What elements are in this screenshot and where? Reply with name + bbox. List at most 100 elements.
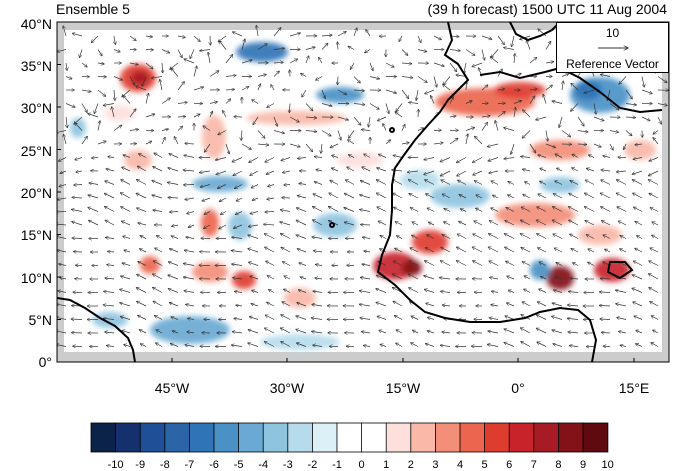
wind-vector [121,276,131,280]
wind-vector [321,89,325,99]
wind-vector [200,50,211,51]
wind-vector [314,157,323,158]
wind-vector [554,248,563,253]
colorbar-label: 5 [481,459,488,471]
wind-vector [183,170,195,171]
wind-vector [297,158,307,159]
wind-vector [489,277,499,279]
wind-vector [71,333,83,334]
wind-vector [648,274,659,280]
wind-vector [366,30,371,37]
wind-vector [513,101,522,104]
lat-tick-0: 0° [38,354,52,370]
wind-vector [167,182,179,185]
wind-vector [481,122,488,131]
wind-vector [337,130,341,141]
wind-vector [557,168,563,172]
wind-vector [137,301,147,307]
wind-vector [603,156,611,158]
wind-vector [330,180,339,185]
lat-tick-40n: 40°N [20,16,52,32]
wind-vector [193,66,197,77]
wind-vector [526,40,531,50]
wind-vector [395,222,403,226]
wind-vector [487,143,499,147]
colorbar-label: -6 [209,459,219,471]
wind-vector [442,332,451,333]
wind-vector [651,343,659,347]
wind-vector [377,116,387,121]
wind-vector [289,116,299,122]
wind-vector [609,131,619,133]
wind-vector [652,222,659,226]
wind-vector [407,171,419,172]
anomaly-patch [124,150,152,170]
wind-vector [156,330,163,334]
wind-vector [171,317,179,320]
wind-vector [264,342,275,347]
wind-vector [600,74,611,77]
wind-vector [504,234,515,239]
wind-vector [156,343,163,347]
wind-vector [584,193,595,199]
wind-vector [559,116,563,128]
wind-vector [529,96,535,104]
wind-vector [632,288,643,293]
wind-vector [568,207,579,212]
wind-vector [625,130,632,136]
wind-vector [302,89,307,97]
wind-vector [473,170,483,175]
lat-tick-10n: 10°N [20,270,52,286]
wind-vector [225,75,236,76]
wind-vector [577,131,588,133]
colorbar-label: 3 [432,459,439,471]
wind-vector [337,31,346,37]
wind-vector [514,107,516,118]
anomaly-patch [140,256,160,274]
lat-tick-5n: 5°N [28,312,53,328]
wind-vector [203,126,211,131]
wind-vector [396,103,403,112]
wind-vector [305,143,313,152]
wind-vector [319,57,323,64]
wind-vector [424,276,435,280]
wind-vector [177,82,184,91]
wind-vector [123,95,131,104]
wind-vector [618,331,627,333]
wind-vector [506,303,515,307]
canaries [389,127,395,133]
wind-vector [568,292,579,293]
wind-vector [190,49,195,59]
wind-vector [385,103,389,114]
wind-vector [129,129,139,130]
wind-vector [257,144,269,145]
wind-vector [570,234,579,239]
wind-vector [545,41,551,50]
lon-tick-45w: 45°W [154,380,190,396]
wind-vector [74,185,83,186]
anomaly-patch [192,176,248,192]
wind-vector [215,157,227,161]
wind-vector [161,49,170,53]
wind-vector [568,332,579,333]
coastlines [57,22,663,362]
wind-vector [459,221,467,226]
wind-vector [204,211,211,215]
wind-vector [344,208,355,212]
wind-vector [456,75,467,77]
wind-vector [281,342,291,347]
wind-vector [376,180,387,185]
wind-vector [601,221,611,226]
wind-vector [633,302,643,307]
wind-vector [89,183,99,185]
wind-vector [217,184,227,189]
wind-vector [174,137,179,145]
wind-vector [537,342,547,347]
wind-vector [396,343,403,347]
wind-vector [456,261,467,266]
wind-vector [252,198,259,200]
wind-vector [633,193,643,199]
wind-vector [424,157,435,160]
wind-vector [337,42,338,50]
wind-vector [489,221,499,226]
